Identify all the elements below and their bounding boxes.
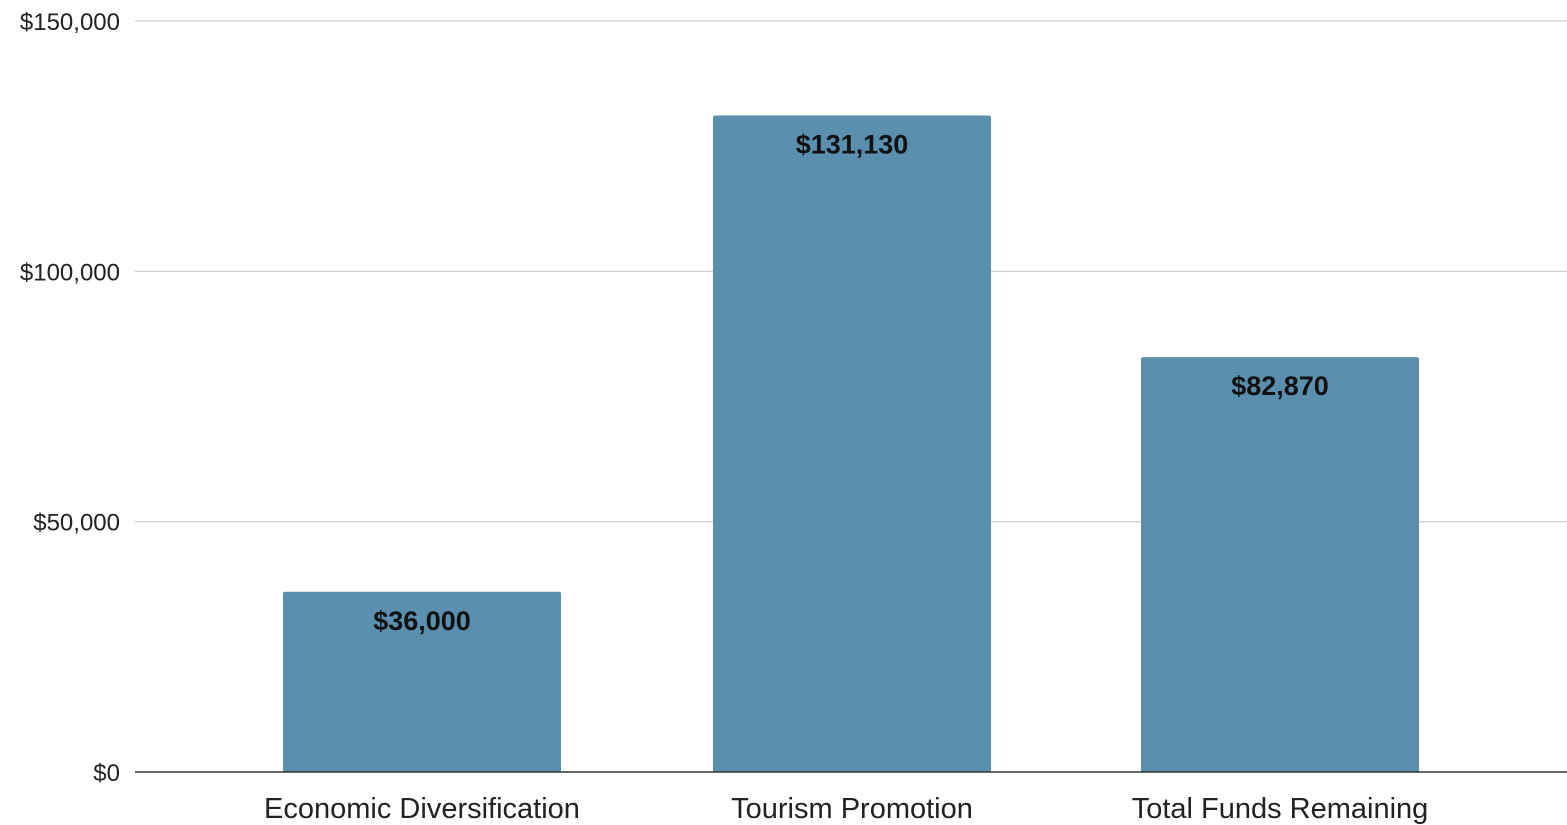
x-category-label: Tourism Promotion	[731, 793, 973, 825]
y-tick-label: $0	[93, 760, 120, 787]
data-label: $36,000	[373, 606, 471, 636]
y-axis-tick-labels: $0 $50,000 $100,000 $150,000	[20, 9, 120, 787]
category-labels: Economic Diversification Tourism Promotio…	[264, 793, 1428, 825]
y-tick-label: $50,000	[33, 510, 120, 537]
bars	[283, 115, 1419, 772]
data-label: $131,130	[796, 129, 909, 159]
bar	[713, 115, 991, 772]
x-category-label: Economic Diversification	[264, 793, 580, 825]
bar	[283, 591, 561, 772]
y-tick-label: $100,000	[20, 259, 120, 286]
data-labels: $36,000 $131,130 $82,870	[373, 129, 1329, 635]
data-label: $82,870	[1231, 371, 1329, 401]
bar	[1141, 357, 1419, 772]
x-category-label: Total Funds Remaining	[1132, 793, 1429, 825]
y-tick-label: $150,000	[20, 9, 120, 36]
